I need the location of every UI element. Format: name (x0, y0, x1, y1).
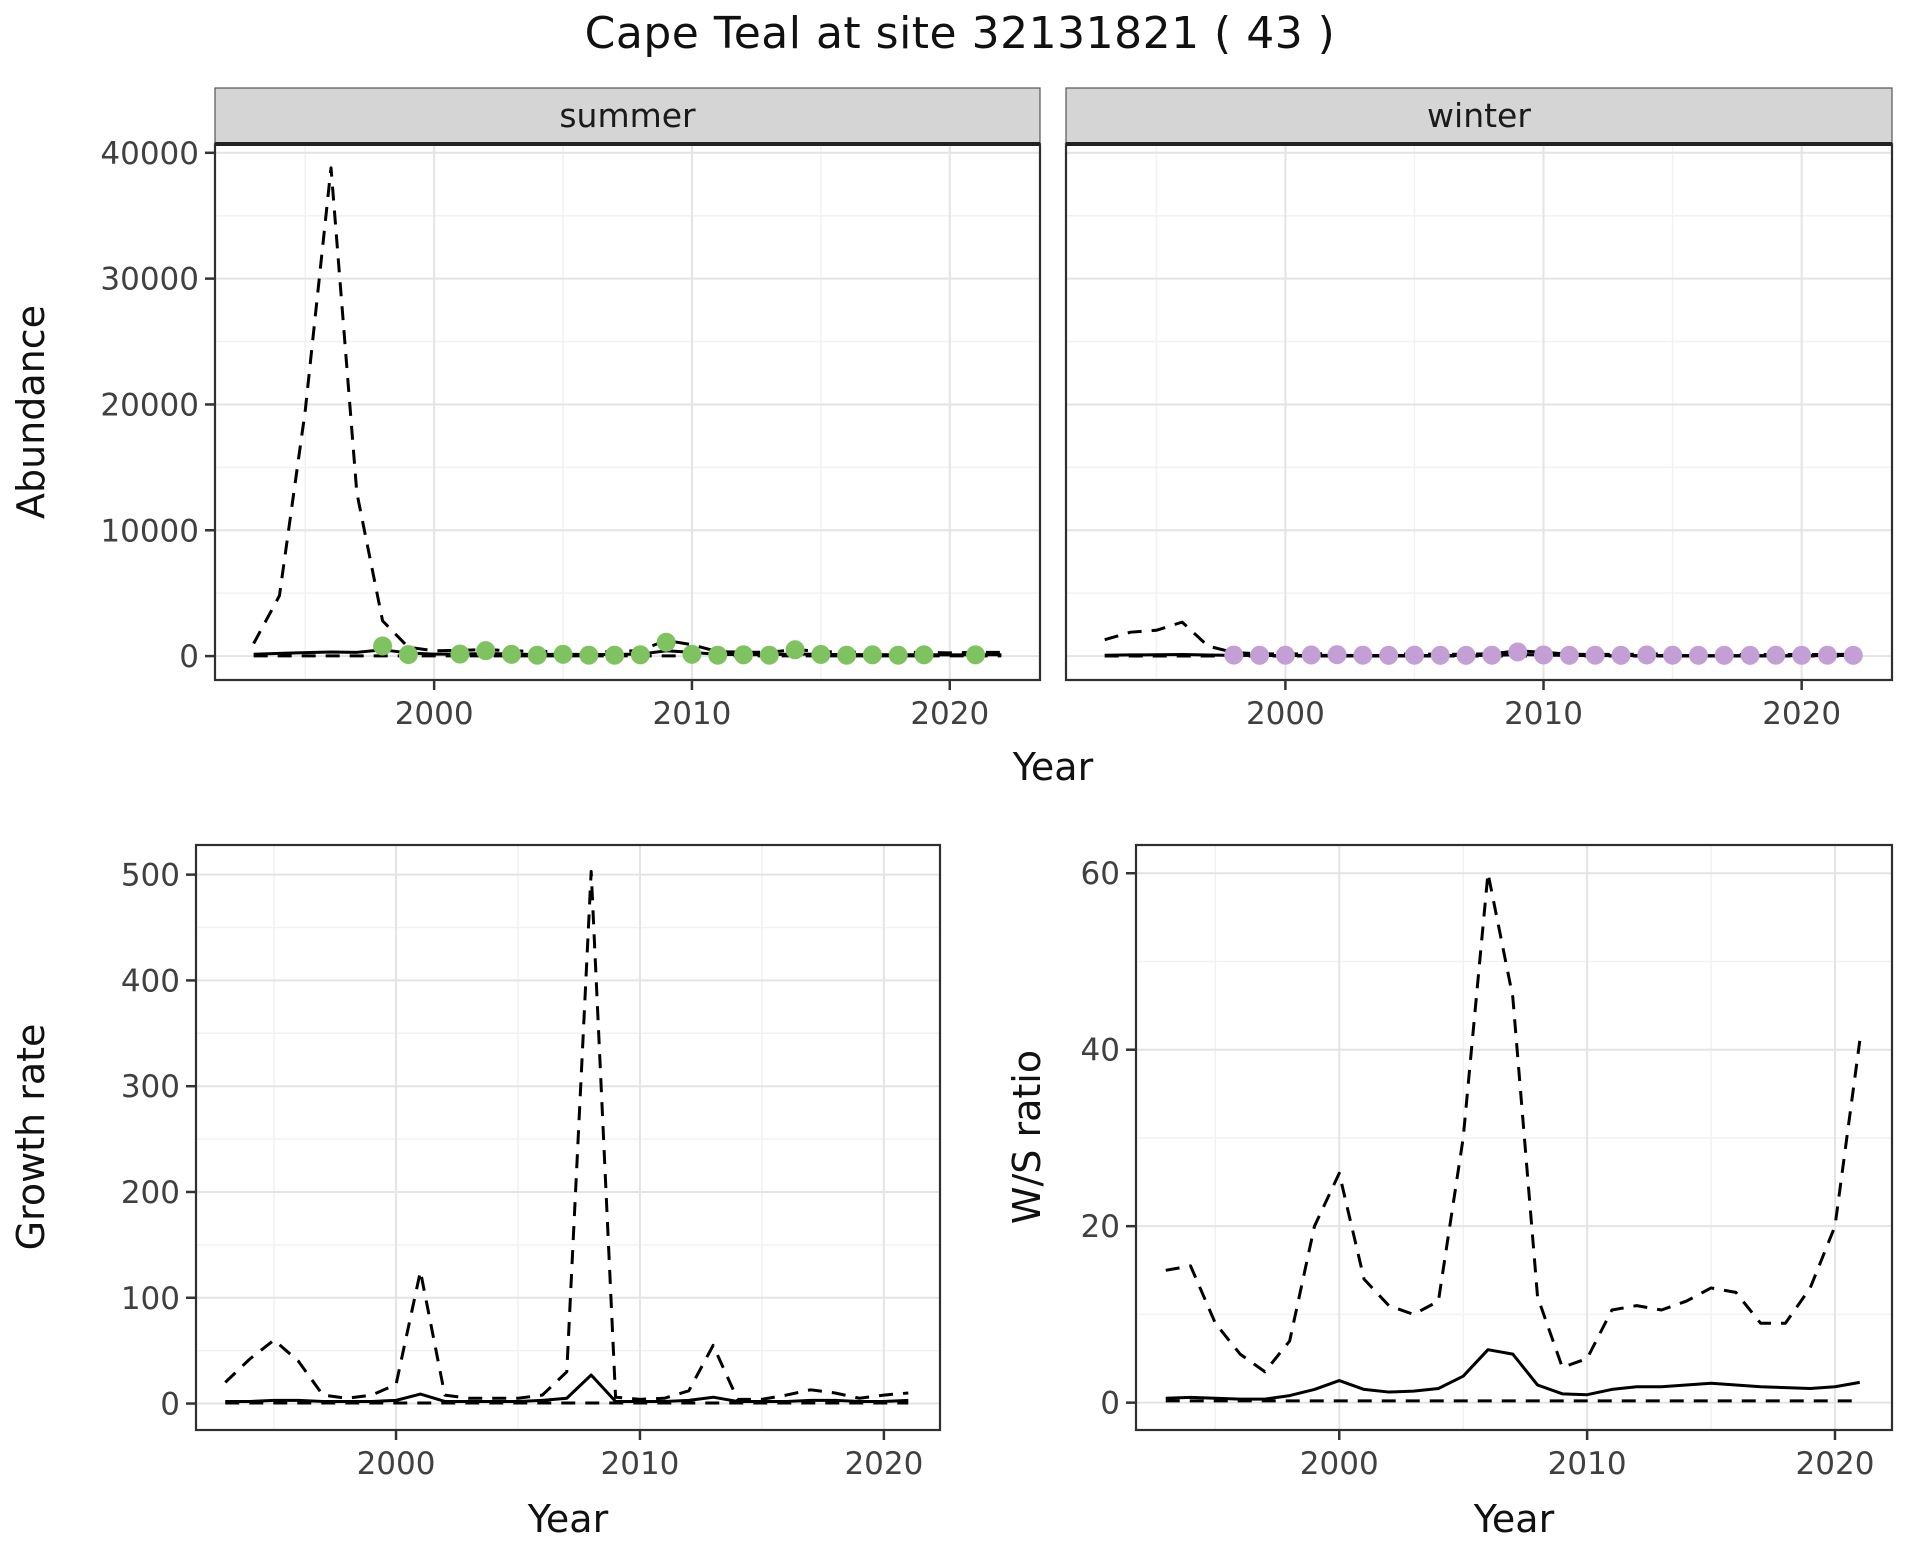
observation-point (966, 645, 986, 665)
observation-point (1250, 645, 1270, 665)
ws-ratio-axis-title: W/S ratio (1005, 1050, 1049, 1224)
y-tick-label: 20000 (100, 387, 199, 423)
y-tick-label: 40 (1081, 1033, 1120, 1069)
facet-strip (1065, 87, 1893, 145)
observation-point (1353, 645, 1373, 665)
observation-point (1224, 645, 1244, 665)
y-tick-label: 100 (121, 1281, 180, 1317)
abundance-axis-title: Abundance (9, 305, 53, 519)
abundance-summer-panel-background (215, 144, 1040, 680)
year-axis-title-ws: Year (1473, 1497, 1555, 1541)
observation-point (605, 645, 625, 665)
observation-point (1430, 645, 1450, 665)
y-tick-label: 400 (121, 963, 180, 999)
observation-point (708, 645, 728, 665)
observation-point (1792, 645, 1812, 665)
estimate-line (1165, 1348, 1861, 1401)
observation-point (373, 636, 393, 656)
observation-point (1404, 645, 1424, 665)
observation-point (1301, 645, 1321, 665)
y-tick-label: 60 (1081, 856, 1120, 892)
y-tick-label: 0 (160, 1387, 180, 1423)
observation-point (1663, 645, 1683, 665)
chart-title: Cape Teal at site 32131821 ( 43 ) (584, 8, 1336, 59)
observation-point (1482, 645, 1502, 665)
observation-point (1379, 645, 1399, 665)
x-tick-label: 2000 (1300, 1446, 1379, 1482)
growth-rate-axis-title: Growth rate (9, 1024, 53, 1251)
y-tick-label: 40000 (100, 136, 199, 172)
estimate-line (225, 1373, 909, 1403)
observation-point (553, 644, 573, 664)
x-tick-label: 2010 (653, 696, 732, 732)
observation-point (476, 641, 496, 661)
observation-point (888, 645, 908, 665)
growth-rate-panel-border (194, 843, 942, 1432)
observation-point (734, 645, 754, 665)
y-tick-label: 10000 (100, 513, 199, 549)
observation-point (398, 645, 418, 665)
observation-point (811, 644, 831, 664)
observation-point (1611, 645, 1631, 665)
x-tick-label: 2010 (601, 1446, 680, 1482)
observation-point (682, 644, 702, 664)
facet-strip-label: winter (1427, 96, 1531, 135)
x-tick-label: 2010 (1548, 1446, 1627, 1482)
observation-point (914, 645, 934, 665)
observation-point (759, 645, 779, 665)
x-tick-label: 2010 (1504, 696, 1583, 732)
facet-strip (214, 87, 1041, 145)
x-tick-label: 2000 (1246, 696, 1325, 732)
observation-point (1508, 642, 1528, 662)
upper_ci-line (1165, 871, 1862, 1374)
observation-point (1456, 645, 1476, 665)
observation-point (1817, 645, 1837, 665)
observation-point (579, 645, 599, 665)
observation-point (1585, 645, 1605, 665)
ws-ratio-panel-group: 2000 2010 2020 0 20 40 60 (1081, 843, 1894, 1482)
y-tick-label: 0 (1100, 1386, 1120, 1422)
abundance-summer-panel-group: 2000 2010 2020 0 10000 20000 30000 40000 (100, 136, 1042, 732)
x-tick-label: 2020 (844, 1446, 923, 1482)
observation-point (1688, 645, 1708, 665)
growth-rate-panel-background (196, 845, 940, 1430)
y-tick-label: 20 (1081, 1209, 1120, 1245)
observation-point (785, 640, 805, 660)
abundance-winter-panel-background (1066, 144, 1892, 680)
facet-strip-label: summer (559, 96, 696, 135)
x-tick-label: 2020 (910, 696, 989, 732)
year-axis-title-growth: Year (527, 1497, 609, 1541)
observation-point (862, 645, 882, 665)
observation-point (1843, 645, 1863, 665)
y-tick-label: 0 (179, 639, 199, 675)
growth-rate-panel-group: 2000 2010 2020 0 100 200 300 400 500 (121, 843, 942, 1482)
ws-ratio-panel-border (1134, 843, 1894, 1432)
y-tick-label: 300 (121, 1069, 180, 1105)
observation-point (1534, 645, 1554, 665)
observation-point (1275, 645, 1295, 665)
observation-point (837, 645, 857, 665)
observation-point (1559, 645, 1579, 665)
upper_ci-line (224, 869, 909, 1401)
x-tick-label: 2020 (1796, 1446, 1875, 1482)
x-tick-label: 2000 (395, 696, 474, 732)
observation-point (501, 644, 521, 664)
y-tick-label: 30000 (100, 262, 199, 298)
observation-point (1637, 645, 1657, 665)
observation-point (656, 632, 676, 652)
observation-point (1740, 645, 1760, 665)
y-tick-label: 200 (121, 1175, 180, 1211)
abundance-winter-panel-group: 2000 2010 2020 (1064, 142, 1894, 732)
year-axis-title-top: Year (1012, 745, 1094, 789)
observation-point (1327, 645, 1347, 665)
y-tick-label: 500 (121, 858, 180, 894)
x-tick-label: 2020 (1762, 696, 1841, 732)
x-tick-label: 2000 (357, 1446, 436, 1482)
observation-point (630, 645, 650, 665)
observation-point (527, 645, 547, 665)
observation-point (450, 644, 470, 664)
observation-point (1714, 645, 1734, 665)
observation-point (1766, 645, 1786, 665)
